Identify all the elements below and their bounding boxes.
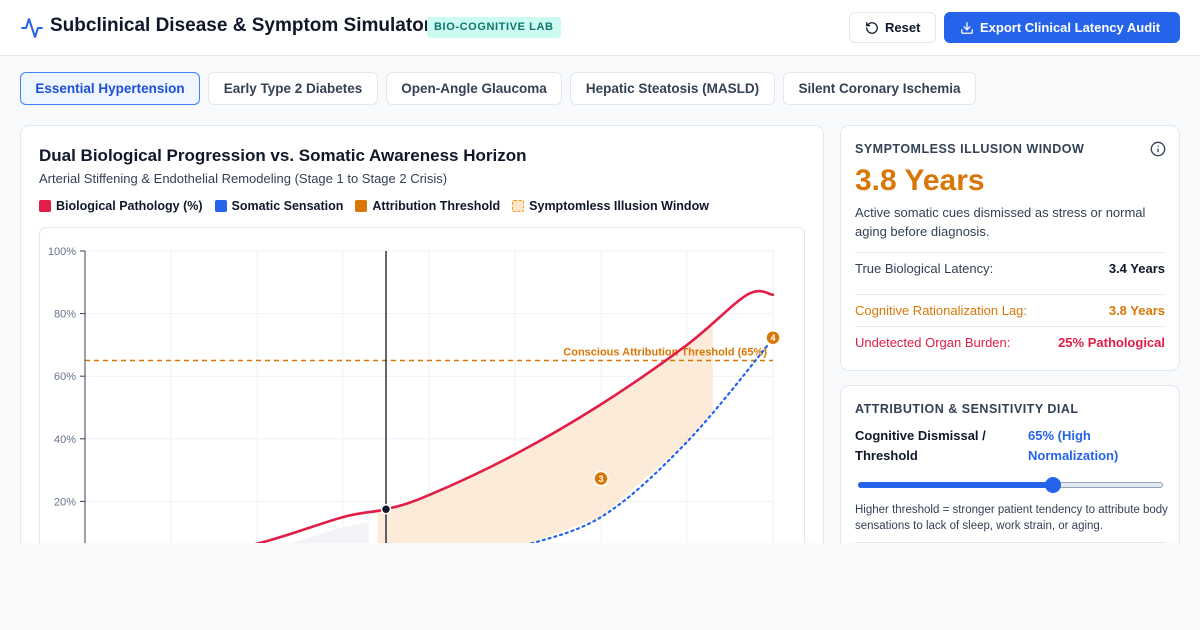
slider-thumb[interactable] (1045, 477, 1062, 493)
tab-early-type-2-diabetes[interactable]: Early Type 2 Diabetes (208, 72, 378, 105)
top-bar: Subclinical Disease & Symptom Simulator … (0, 0, 1200, 56)
reset-icon (866, 21, 878, 34)
legend-swatch-threshold (355, 200, 368, 212)
stat-row-organ-burden: Undetected Organ Burden: 25% Pathologica… (855, 326, 1165, 358)
app-title: Subclinical Disease & Symptom Simulator (50, 15, 432, 36)
chart-legend: Biological Pathology (%) Somatic Sensati… (39, 199, 709, 213)
legend-item-pathology: Biological Pathology (%) (39, 199, 203, 213)
dial-heading: ATTRIBUTION & SENSITIVITY DIAL (855, 402, 1079, 416)
info-icon[interactable] (1150, 141, 1166, 157)
slider-fill (858, 482, 1054, 488)
threshold-label: Conscious Attribution Threshold (65%) (563, 347, 767, 359)
numbered-marker-label: 3 (598, 474, 603, 484)
legend-item-threshold: Attribution Threshold (355, 199, 500, 213)
download-icon (961, 21, 973, 34)
export-audit-button[interactable]: Export Clinical Latency Audit (944, 12, 1180, 43)
stat-value-rationalization: 3.8 Years (1108, 303, 1165, 318)
tab-open-angle-glaucoma[interactable]: Open-Angle Glaucoma (386, 72, 562, 105)
current-time-point (380, 503, 392, 515)
chart-card: Dual Biological Progression vs. Somatic … (20, 125, 824, 585)
y-tick-label: 60% (54, 371, 76, 383)
legend-label-threshold: Attribution Threshold (372, 199, 501, 213)
illusion-value: 3.8 Years (855, 164, 985, 197)
stat-row-rationalization: Cognitive Rationalization Lag: 3.8 Years (855, 294, 1165, 326)
y-tick-label: 80% (54, 309, 76, 321)
dial-label: Cognitive Dismissal / Threshold (855, 428, 986, 463)
chart-subtitle: Arterial Stiffening & Endothelial Remode… (39, 171, 448, 186)
sensation-line (441, 337, 775, 566)
legend-label-pathology: Biological Pathology (%) (56, 199, 203, 213)
lab-badge: BIO-COGNITIVE LAB (427, 17, 561, 38)
page-fold (0, 543, 1200, 630)
numbered-marker-label: 4 (770, 333, 775, 343)
stat-value-latency: 3.4 Years (1108, 261, 1165, 276)
chart-title: Dual Biological Progression vs. Somatic … (39, 146, 527, 165)
dismissal-threshold-slider[interactable] (858, 477, 1163, 493)
legend-swatch-window (512, 200, 525, 212)
legend-label-sensation: Somatic Sensation (231, 199, 344, 213)
stat-label-organ-burden: Undetected Organ Burden: (855, 335, 1011, 350)
divider (855, 542, 1165, 543)
legend-item-window: Symptomless Illusion Window (512, 199, 709, 213)
reset-button-label: Reset (885, 20, 921, 35)
illusion-heading: SYMPTOMLESS ILLUSION WINDOW (855, 142, 1085, 156)
illusion-description: Active somatic cues dismissed as stress … (855, 205, 1146, 239)
plot-area: Conscious Attribution Threshold (65%) 100… (39, 227, 805, 567)
tab-hepatic-steatosis[interactable]: Hepatic Steatosis (MASLD) (570, 72, 775, 105)
stat-label-rationalization: Cognitive Rationalization Lag: (855, 303, 1027, 318)
y-tick-label: 40% (54, 434, 76, 446)
stat-value-organ-burden: 25% Pathological (1058, 335, 1165, 350)
numbered-marker (593, 470, 609, 487)
stat-row-latency: True Biological Latency: 3.4 Years (855, 252, 1165, 284)
dial-note: Higher threshold = stronger patient tend… (855, 504, 1168, 532)
y-tick-label: 20% (54, 496, 76, 508)
export-button-label: Export Clinical Latency Audit (980, 20, 1161, 35)
stat-label-latency: True Biological Latency: (855, 261, 994, 276)
legend-item-sensation: Somatic Sensation (214, 199, 344, 213)
tab-essential-hypertension[interactable]: Essential Hypertension (20, 72, 200, 105)
numbered-marker (765, 329, 781, 346)
illusion-window-band (377, 323, 713, 564)
reset-button[interactable]: Reset (849, 12, 936, 43)
illusion-window-card: SYMPTOMLESS ILLUSION WINDOW 3.8 Years Ac… (840, 125, 1180, 371)
progression-chart: Conscious Attribution Threshold (65%) 100… (48, 246, 781, 566)
legend-swatch-sensation (214, 200, 227, 212)
legend-label-window: Symptomless Illusion Window (529, 199, 709, 213)
activity-pulse-icon (21, 18, 43, 38)
dial-value: 65% (High Normalization) (1028, 428, 1119, 463)
y-tick-label: 100% (48, 246, 76, 258)
tab-silent-coronary-ischemia[interactable]: Silent Coronary Ischemia (783, 72, 976, 105)
legend-swatch-pathology (39, 200, 51, 212)
